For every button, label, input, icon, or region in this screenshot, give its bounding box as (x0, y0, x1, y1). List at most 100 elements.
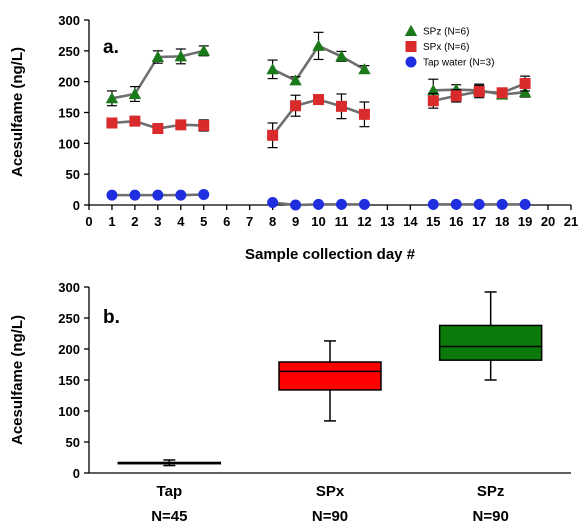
panel-a-x-tick-label: 18 (495, 214, 509, 229)
legend-marker (405, 56, 417, 68)
panel-a-x-tick-label: 6 (223, 214, 230, 229)
data-point (129, 115, 141, 127)
panel-a-y-tick-label: 150 (58, 106, 80, 121)
panel-a-series (105, 31, 532, 211)
panel-a-y-tick-label: 50 (66, 167, 80, 182)
data-point (175, 119, 187, 131)
panel-a-x-tick-label: 12 (357, 214, 371, 229)
category-n-label: N=90 (473, 508, 509, 525)
panel-b-box-plot: Acesulfame (ng/L) b. 0 50 100 150 200 250 300 T… (9, 280, 571, 525)
panel-a-y-tick-label: 300 (58, 13, 80, 28)
data-point (198, 189, 210, 201)
panel-a-x-tick-label: 13 (380, 214, 394, 229)
data-point (267, 197, 279, 209)
box-tap (117, 459, 222, 467)
data-point (290, 199, 302, 211)
data-point (358, 198, 370, 210)
data-point (519, 78, 531, 90)
panel-a-x-tick-label: 8 (269, 214, 276, 229)
data-point (358, 108, 370, 120)
panel-a-y-tick-label: 250 (58, 44, 80, 59)
legend-entry: SPx (N=6) (423, 42, 469, 53)
panel-b-y-tick-label: 150 (58, 373, 80, 388)
panel-a-x-tick-label: 15 (426, 214, 440, 229)
box-iqr (438, 324, 543, 361)
data-point (174, 50, 188, 62)
data-point (152, 189, 164, 201)
data-point (151, 50, 165, 62)
panel-b-y-tick-label: 100 (58, 404, 80, 419)
panel-a-x-tick-label: 17 (472, 214, 486, 229)
panel-b-y-tick-label: 0 (73, 466, 80, 481)
panel-b-y-tick-label: 300 (58, 280, 80, 295)
data-point (335, 50, 348, 62)
data-point (496, 198, 508, 210)
data-point (175, 189, 187, 201)
data-point (427, 84, 440, 96)
data-point (289, 74, 302, 86)
panel-a-x-tick-label: 1 (108, 214, 115, 229)
panel-a-x-tick-label: 19 (518, 214, 532, 229)
legend-entry: SPz (N=6) (423, 27, 469, 38)
data-point (358, 63, 371, 75)
data-point (427, 198, 439, 210)
data-point (312, 39, 325, 51)
panel-a-legend: SPz (N=6) SPx (N=6) Tap water (N=3) (404, 24, 494, 69)
panel-b-y-tick-label: 50 (66, 435, 80, 450)
data-point (496, 87, 508, 99)
panel-a-x-tick-label: 21 (564, 214, 578, 229)
data-point (129, 189, 141, 201)
panel-a-y-tick-label: 200 (58, 75, 80, 90)
panel-a-line-chart: Acesulfame (ng/L) Sample collection day … (9, 13, 578, 263)
panel-b-axes: 0 50 100 150 200 250 300 Tap N=45 SPx N=90 SPz N=90 (58, 280, 571, 525)
legend-marker (405, 41, 417, 52)
data-point (519, 198, 531, 210)
category-n-label: N=90 (312, 508, 348, 525)
data-point (106, 189, 118, 201)
series-triangle (105, 31, 532, 107)
panel-b-label: b. (103, 307, 120, 328)
panel-a-x-tick-label: 0 (85, 214, 92, 229)
panel-b-y-tick-label: 250 (58, 311, 80, 326)
data-point (335, 100, 347, 112)
panel-a-label: a. (103, 37, 119, 58)
box-spz (438, 291, 543, 381)
box-iqr (278, 361, 382, 391)
panel-a-x-tick-label: 7 (246, 214, 253, 229)
panel-a-y-axis-label: Acesulfame (ng/L) (9, 47, 26, 177)
data-point (313, 94, 325, 106)
data-point (267, 129, 279, 141)
panel-a-x-tick-label: 9 (292, 214, 299, 229)
data-point (106, 117, 118, 129)
legend-entry: Tap water (N=3) (423, 58, 494, 69)
legend-marker (404, 24, 418, 36)
data-point (473, 198, 485, 210)
panel-a-y-tick-label: 0 (73, 198, 80, 213)
box-spx (278, 340, 382, 422)
panel-a-x-tick-label: 14 (403, 214, 418, 229)
panel-a-x-tick-label: 5 (200, 214, 207, 229)
category-label: SPz (477, 483, 505, 500)
data-point (197, 44, 210, 56)
panel-a-x-tick-label: 16 (449, 214, 463, 229)
data-point (198, 119, 210, 131)
panel-a-x-tick-label: 11 (335, 214, 349, 229)
panel-a-x-axis-label: Sample collection day # (245, 246, 416, 263)
panel-a-y-tick-label: 100 (58, 136, 80, 151)
data-point (450, 90, 462, 102)
category-label: Tap (157, 483, 183, 500)
data-point (450, 198, 462, 210)
series-circle (106, 189, 531, 211)
data-point (290, 100, 302, 112)
data-point (335, 198, 347, 210)
panel-a-x-tick-label: 3 (154, 214, 161, 229)
category-n-label: N=45 (151, 508, 187, 525)
panel-a-x-tick-label: 10 (311, 214, 325, 229)
data-point (266, 63, 279, 75)
data-point (518, 85, 532, 98)
data-point (105, 92, 119, 104)
data-point (427, 95, 439, 107)
panel-b-y-axis-label: Acesulfame (ng/L) (9, 315, 26, 445)
